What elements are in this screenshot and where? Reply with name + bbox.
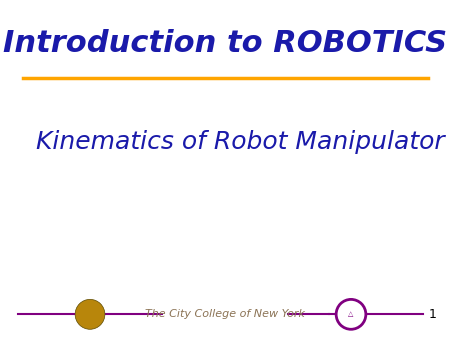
Text: The City College of New York: The City College of New York	[145, 309, 305, 319]
Text: Introduction to ROBOTICS: Introduction to ROBOTICS	[3, 29, 447, 58]
Text: △: △	[348, 311, 354, 317]
Text: Kinematics of Robot Manipulator: Kinematics of Robot Manipulator	[36, 130, 445, 154]
Ellipse shape	[75, 299, 105, 329]
Text: 1: 1	[428, 308, 436, 321]
Ellipse shape	[336, 299, 366, 329]
